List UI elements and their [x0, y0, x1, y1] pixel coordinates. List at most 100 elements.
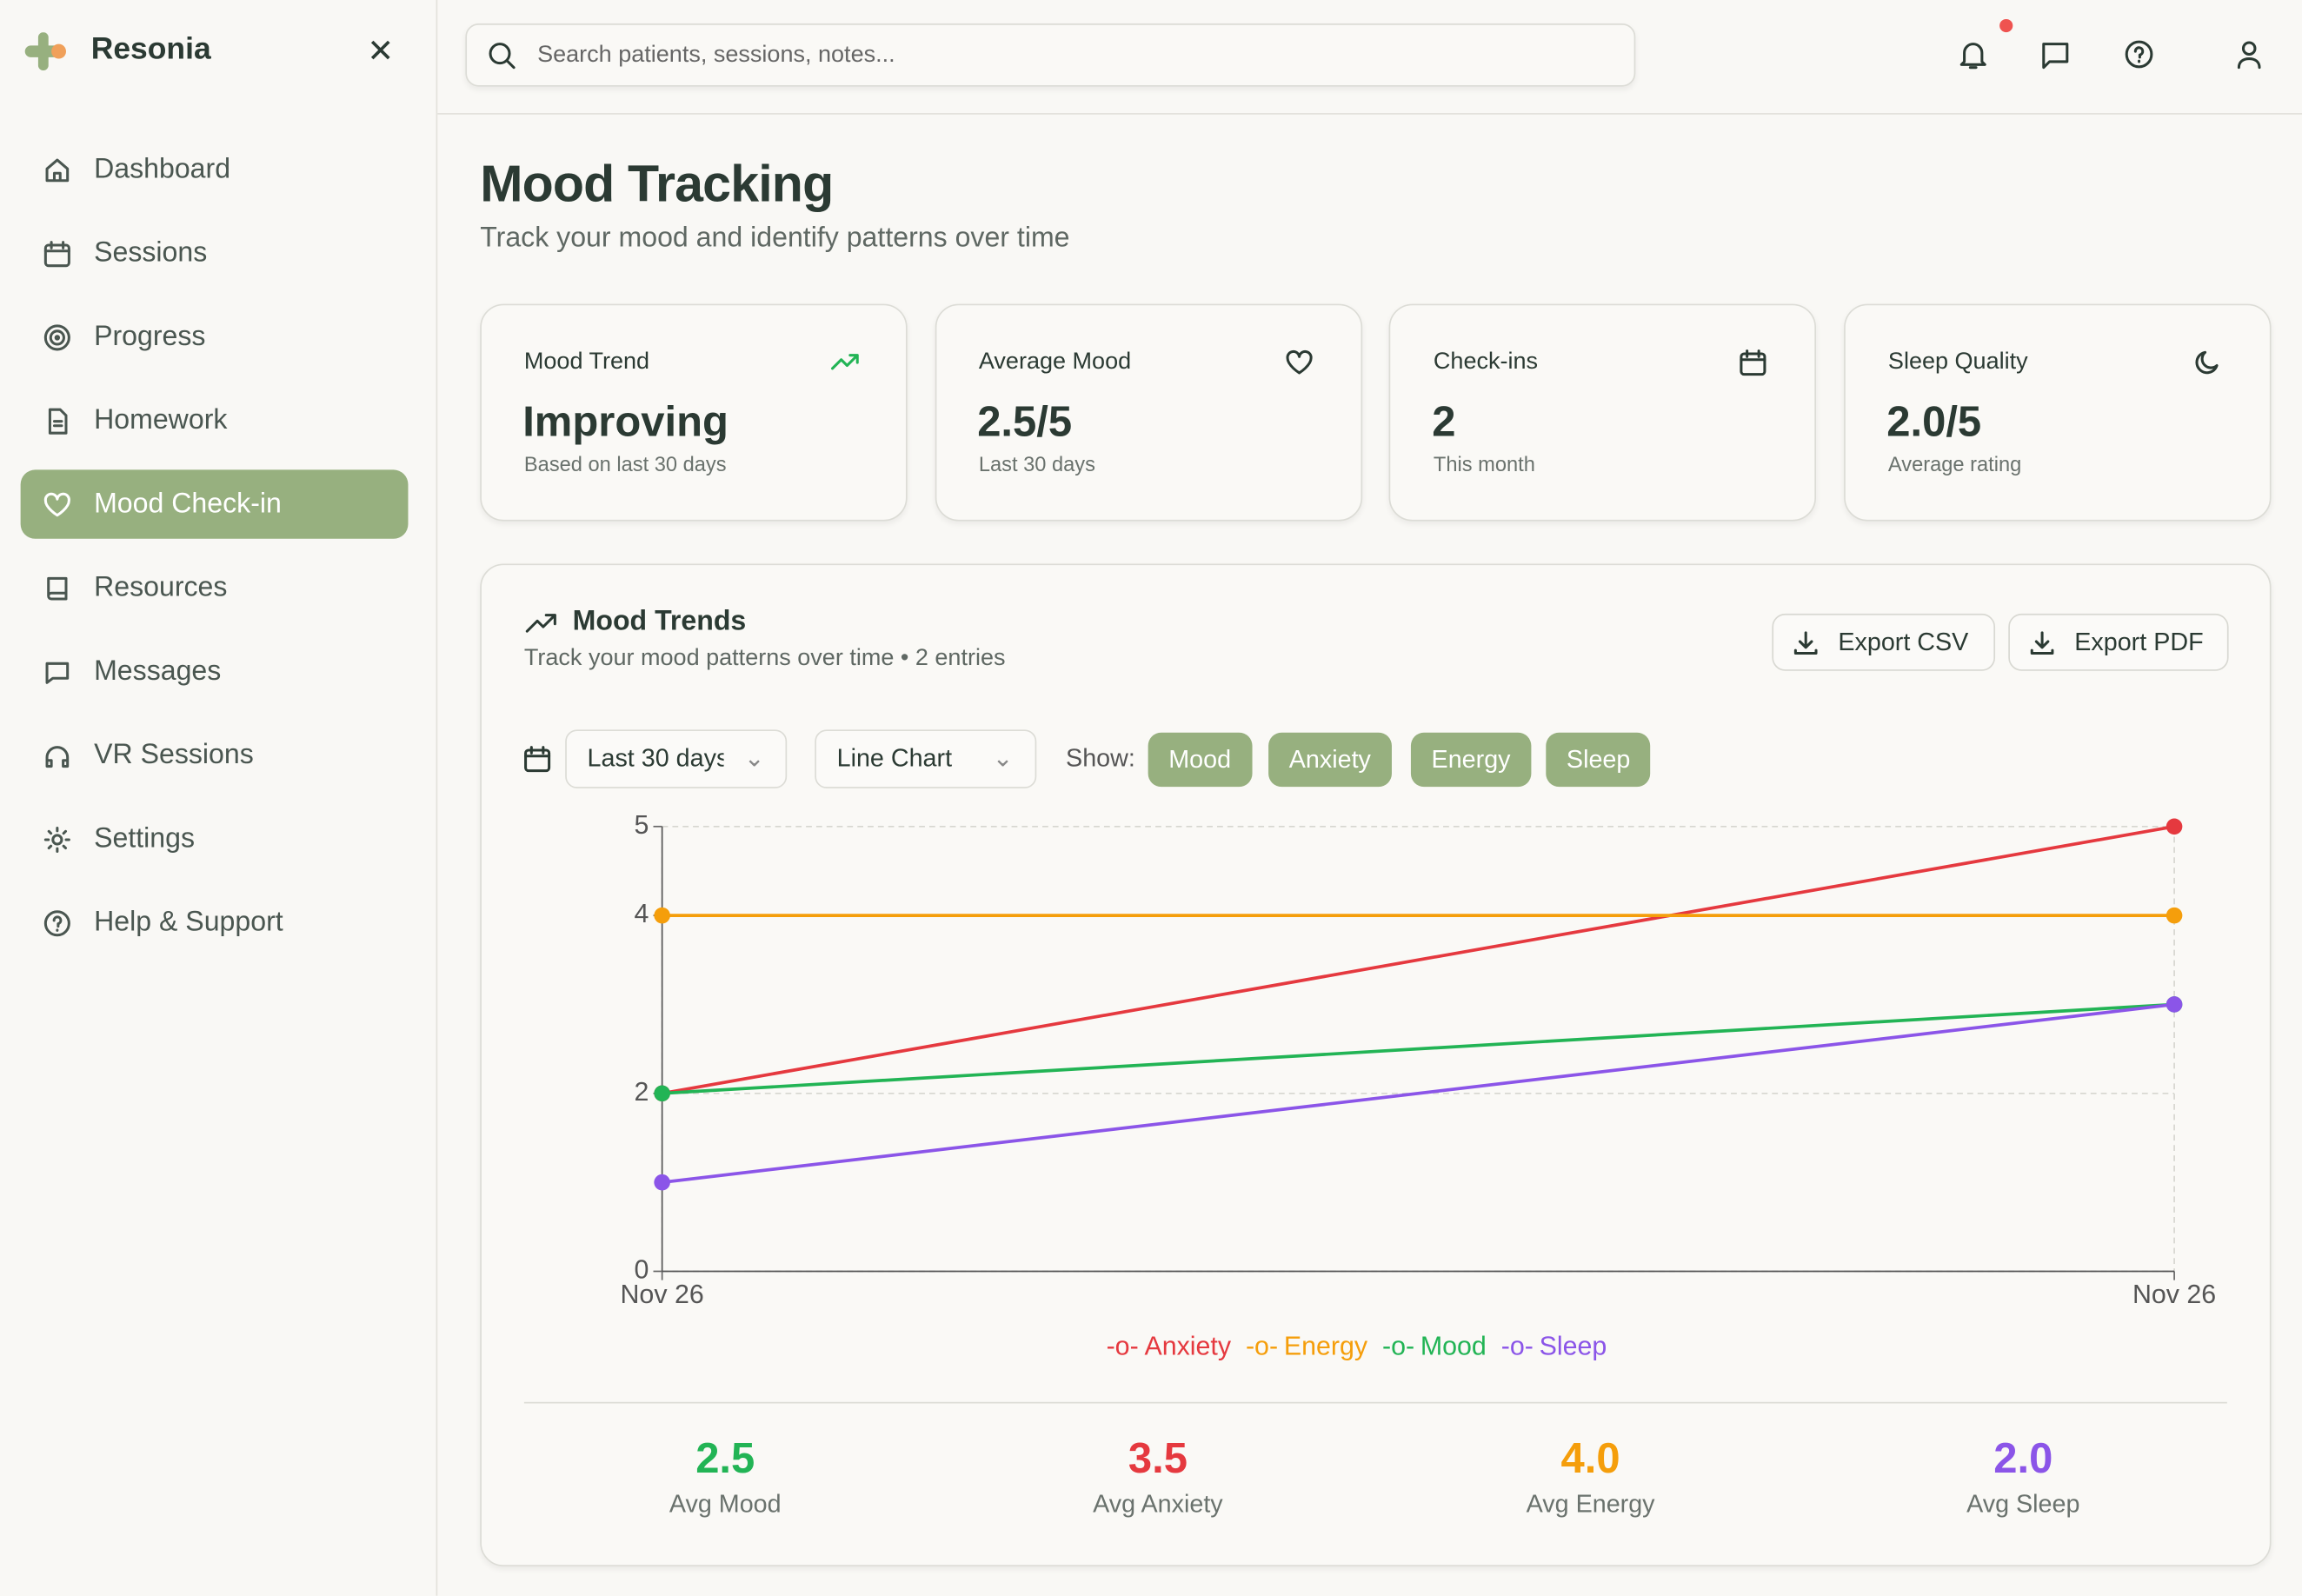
- nav-item[interactable]: Sessions: [21, 219, 409, 288]
- avg-value: 2.0: [1993, 1435, 2053, 1483]
- avg-label: Avg Mood: [669, 1490, 782, 1519]
- range-select[interactable]: Last 30 days ⌄: [565, 729, 788, 788]
- x-tick-label: Nov 26: [2132, 1280, 2216, 1309]
- data-point: [654, 1085, 670, 1102]
- range-value: Last 30 days: [587, 744, 724, 773]
- stat-value: 2: [1432, 399, 1456, 447]
- stat-note: This month: [1433, 452, 1535, 476]
- trend-icon: [525, 614, 556, 633]
- y-tick-label: 0: [635, 1255, 649, 1285]
- notification-dot: [1999, 18, 2013, 33]
- toggle-pill[interactable]: Mood: [1148, 732, 1252, 788]
- stat-value: 2.0/5: [1886, 399, 1982, 447]
- stat-value: 2.5/5: [977, 399, 1073, 447]
- nav-label: Settings: [94, 822, 196, 855]
- calendar-icon: [524, 746, 551, 773]
- y-tick-label: 5: [635, 810, 649, 840]
- nav-label: Mood Check-in: [94, 488, 282, 519]
- page-title: Mood Tracking: [480, 156, 834, 213]
- data-point: [2166, 996, 2183, 1013]
- search-placeholder: Search patients, sessions, notes...: [537, 42, 895, 67]
- legend-symbol: -o-: [1246, 1331, 1278, 1360]
- avg-value: 2.5: [695, 1435, 755, 1483]
- card-title: Mood Trends: [572, 606, 747, 637]
- nav-label: Sessions: [94, 236, 208, 269]
- toggle-pill[interactable]: Anxiety: [1268, 732, 1392, 788]
- stat-icon: [2193, 348, 2225, 388]
- button-label: Export PDF: [2074, 627, 2204, 656]
- nav-item[interactable]: Dashboard: [21, 135, 409, 203]
- stat-icon: [829, 348, 862, 388]
- nav-label: Progress: [94, 320, 206, 352]
- data-point: [2166, 907, 2183, 924]
- export-pdf[interactable]: Export PDF: [2008, 613, 2229, 671]
- legend-label: Energy: [1284, 1331, 1368, 1360]
- nav-item[interactable]: Progress: [21, 303, 409, 371]
- nav-label: Resources: [94, 571, 228, 603]
- nav-item[interactable]: Resources: [21, 554, 409, 622]
- stat-card: [935, 303, 1362, 522]
- avg-label: Avg Sleep: [1966, 1490, 2080, 1519]
- bell[interactable]: [1957, 38, 1989, 70]
- close-button[interactable]: ✕: [367, 32, 395, 70]
- stat-label: Mood Trend: [523, 349, 650, 375]
- show-label: Show:: [1066, 744, 1135, 773]
- series-line: [662, 824, 2175, 1095]
- nav-label: VR Sessions: [94, 739, 254, 770]
- series-line: [662, 1002, 2175, 1184]
- nav-item[interactable]: Homework: [21, 386, 409, 455]
- nav-item[interactable]: Help & Support: [21, 888, 409, 957]
- legend-label: Anxiety: [1144, 1331, 1231, 1360]
- legend: -o- Anxiety -o- Energy -o- Mood -o- Sleep: [1107, 1331, 1607, 1360]
- sidebar: [0, 0, 438, 1596]
- stat-icon: [1739, 348, 1771, 388]
- y-tick-label: 2: [635, 1077, 649, 1107]
- stat-card: [1844, 303, 2272, 522]
- page-subtitle: Track your mood and identify patterns ov…: [480, 223, 1070, 255]
- search[interactable]: Search patients, sessions, notes...: [465, 23, 1636, 87]
- help-icon[interactable]: [2123, 38, 2155, 70]
- series-line: [662, 1002, 2175, 1095]
- messages-icon[interactable]: [2039, 38, 2072, 70]
- data-point: [654, 1174, 670, 1191]
- stat-note: Based on last 30 days: [523, 452, 727, 476]
- avg-value: 4.0: [1560, 1435, 1620, 1483]
- stat-note: Last 30 days: [978, 452, 1095, 476]
- brand: Resonia: [90, 32, 211, 66]
- stat-value: Improving: [522, 399, 729, 447]
- topbar: [437, 0, 2302, 115]
- export-csv[interactable]: Export CSV: [1772, 613, 1996, 671]
- toggle-pill[interactable]: Sleep: [1546, 732, 1652, 788]
- legend-symbol: -o-: [1382, 1331, 1414, 1360]
- legend-label: Mood: [1420, 1331, 1487, 1360]
- nav-item[interactable]: Mood Check-in: [20, 469, 409, 539]
- stat-card: [1389, 303, 1817, 522]
- button-label: Export CSV: [1838, 627, 1969, 656]
- y-tick-label: 4: [635, 899, 649, 928]
- avg-label: Avg Energy: [1526, 1490, 1655, 1519]
- chart-kind-select[interactable]: Line Chart ⌄: [815, 729, 1037, 788]
- stat-card: [480, 303, 908, 522]
- legend-symbol: -o-: [1501, 1331, 1534, 1360]
- user-icon[interactable]: [2233, 38, 2265, 70]
- nav-label: Help & Support: [94, 906, 283, 938]
- stat-label: Check-ins: [1433, 349, 1539, 375]
- legend-symbol: -o-: [1107, 1331, 1139, 1360]
- search-icon: [489, 42, 516, 69]
- stat-note: Average rating: [1887, 452, 2022, 476]
- nav-label: Homework: [94, 404, 228, 436]
- avg-value: 3.5: [1128, 1435, 1188, 1483]
- nav-item[interactable]: VR Sessions: [21, 721, 409, 789]
- data-point: [2166, 818, 2183, 835]
- toggle-pill[interactable]: Energy: [1410, 732, 1532, 788]
- nav-label: Messages: [94, 655, 222, 687]
- stat-label: Average Mood: [978, 349, 1132, 375]
- stat-label: Sleep Quality: [1887, 349, 2028, 375]
- stat-icon: [1284, 348, 1316, 388]
- nav-item[interactable]: Messages: [21, 637, 409, 706]
- card-subtitle: Track your mood patterns over time • 2 e…: [523, 646, 1006, 671]
- chart-kind-value: Line Chart: [836, 744, 953, 773]
- nav-item[interactable]: Settings: [21, 804, 409, 873]
